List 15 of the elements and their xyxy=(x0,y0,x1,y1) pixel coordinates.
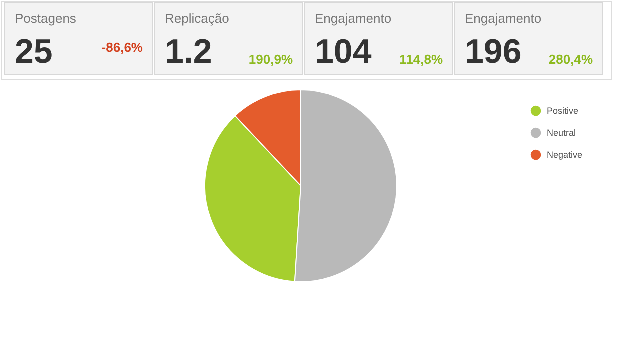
text: 196 xyxy=(465,33,522,71)
text: 280,4% xyxy=(548,52,594,67)
text: 25 xyxy=(15,33,53,71)
legend-label: Negative xyxy=(547,150,583,160)
text: Replicação xyxy=(165,11,230,26)
text: 1.2 xyxy=(165,33,212,71)
text: 104 xyxy=(315,33,372,71)
text: Postagens xyxy=(15,11,77,26)
legend-label: Neutral xyxy=(547,128,576,138)
legend-label: Positive xyxy=(547,106,579,116)
text: 114,8% xyxy=(400,52,444,67)
text: -86,6% xyxy=(102,40,144,55)
text: 190,9% xyxy=(248,52,294,67)
text: Engajamento xyxy=(315,11,392,26)
text: Engajamento xyxy=(465,11,542,26)
